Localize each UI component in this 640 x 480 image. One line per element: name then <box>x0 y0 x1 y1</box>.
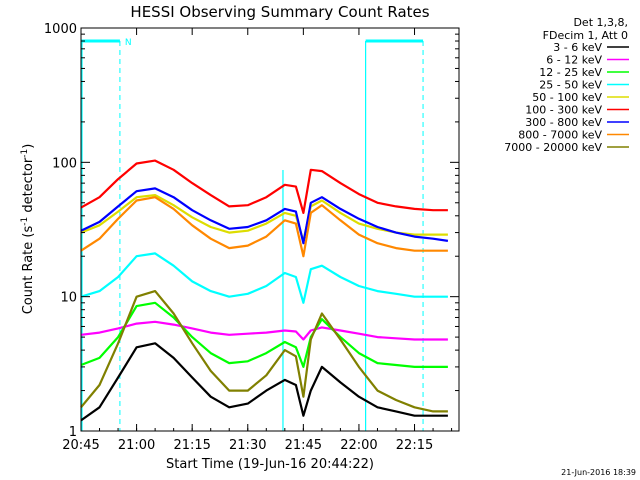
y-tick-label-2: 100 <box>52 156 77 171</box>
series-line-8 <box>80 290 448 413</box>
x-axis: 20:45 21:00 21:15 21:30 21:45 22:00 22:15 <box>62 28 453 453</box>
plot-frame <box>80 27 460 432</box>
x-tick-label-0: 20:45 <box>62 438 99 453</box>
x-tick-label-6: 22:15 <box>396 438 433 453</box>
x-tick-label-5: 22:00 <box>340 438 377 453</box>
series-line-5 <box>80 159 448 214</box>
series-line-2 <box>80 301 448 368</box>
series-line-0 <box>80 342 448 422</box>
chart-title: HESSI Observing Summary Count Rates <box>130 3 429 21</box>
series-line-3 <box>80 252 448 304</box>
legend-label-8: 7000 - 20000 keV <box>504 141 602 154</box>
footer-timestamp: 21-Jun-2016 18:39 <box>561 468 636 477</box>
legend-label-3: 25 - 50 keV <box>539 79 602 92</box>
series-line-1 <box>80 320 448 341</box>
y-tick-label-1: 10 <box>60 291 77 306</box>
y-tick-label-0: 1 <box>69 425 77 440</box>
legend-label-4: 50 - 100 keV <box>532 91 602 104</box>
y-axis: 1 10 100 1000 <box>44 22 459 440</box>
x-tick-label-3: 21:30 <box>229 438 266 453</box>
plot-area <box>81 28 459 431</box>
series-line-4 <box>80 194 448 242</box>
legend-label-5: 100 - 300 keV <box>525 104 602 117</box>
x-tick-label-4: 21:45 <box>285 438 322 453</box>
series-layer <box>80 159 449 422</box>
x-tick-label-1: 21:00 <box>118 438 155 453</box>
legend-header-2: FDecim 1, Att 0 <box>543 29 628 42</box>
legend-label-1: 6 - 12 keV <box>546 54 602 67</box>
legend-label-7: 800 - 7000 keV <box>518 129 602 142</box>
legend-label-2: 12 - 25 keV <box>539 66 602 79</box>
legend-header-1: Det 1,3,8, <box>573 16 628 29</box>
x-axis-title: Start Time (19-Jun-16 20:44:22) <box>166 457 374 472</box>
series-line-7 <box>80 196 448 258</box>
y-axis-title: Count Rate (s-1 detector-1) <box>20 144 36 315</box>
night-label: N <box>125 38 132 48</box>
legend-label-6: 300 - 800 keV <box>525 116 602 129</box>
x-tick-label-2: 21:15 <box>173 438 210 453</box>
legend-label-0: 3 - 6 keV <box>553 41 602 54</box>
series-line-6 <box>80 187 449 245</box>
y-tick-label-3: 1000 <box>44 22 77 37</box>
